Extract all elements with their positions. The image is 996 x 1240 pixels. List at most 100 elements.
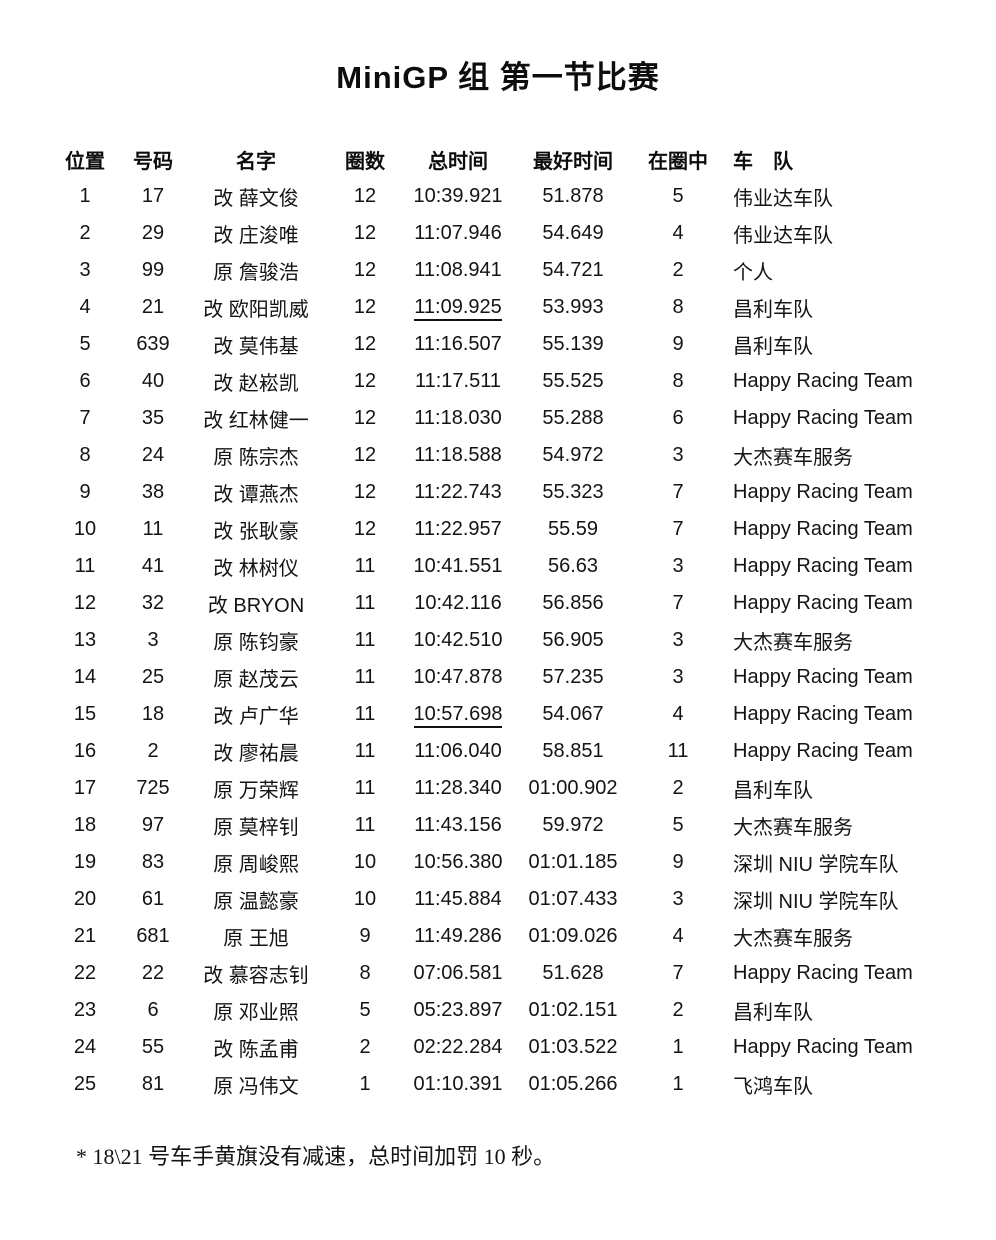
cell-rider: 改 廖祐晨 [213, 743, 299, 765]
cell-number: 40 [141, 370, 165, 392]
cell-best-time: 57.235 [542, 666, 604, 688]
table-row: 25 81 原 冯伟文 1 01:10.391 01:05.266 1 飞鸿车队 [50, 1066, 946, 1103]
cell-total-time: 11:45.884 [414, 888, 502, 910]
cell-position: 11 [74, 555, 96, 577]
cell-best-time: 55.525 [542, 370, 604, 392]
cell-position: 22 [73, 962, 97, 984]
penalized-total-time: 10:57.698 [413, 703, 503, 728]
cell-team: Happy Racing Team [733, 370, 913, 392]
cell-best-time: 56.905 [542, 629, 604, 651]
table-row: 21 681 原 王旭 9 11:49.286 01:09.026 4 大杰赛车服务 [50, 918, 946, 955]
cell-team: 大杰赛车服务 [733, 447, 853, 469]
cell-in-lap: 4 [672, 222, 684, 244]
cell-in-lap: 1 [672, 1036, 684, 1058]
cell-number: 25 [141, 666, 165, 688]
cell-team: Happy Racing Team [733, 555, 913, 577]
cell-total-time: 11:43.156 [414, 814, 502, 836]
cell-in-lap: 11 [667, 740, 689, 762]
cell-rider: 原 邓业照 [213, 1002, 299, 1024]
cell-in-lap: 4 [672, 703, 684, 725]
cell-laps: 11 [354, 629, 376, 651]
header-best-time: 最好时间 [533, 151, 613, 173]
cell-laps: 11 [354, 592, 376, 614]
table-row: 6 40 改 赵崧凯 12 11:17.511 55.525 8 Happy Racing T… [50, 363, 946, 400]
cell-number: 2 [147, 740, 159, 762]
cell-team: Happy Racing Team [733, 666, 913, 688]
cell-team: 大杰赛车服务 [733, 632, 853, 654]
cell-position: 21 [73, 925, 97, 947]
cell-rider: 改 赵崧凯 [213, 373, 299, 395]
cell-total-time: 11:28.340 [414, 777, 502, 799]
cell-number: 38 [141, 481, 165, 503]
cell-rider: 改 红林健一 [203, 410, 309, 432]
table-row: 9 38 改 谭燕杰 12 11:22.743 55.323 7 Happy Racing T… [50, 474, 946, 511]
cell-number: 22 [141, 962, 165, 984]
header-position: 位置 [65, 151, 105, 173]
cell-best-time: 54.649 [542, 222, 604, 244]
footnote: * 18\21 号车手黄旗没有减速，总时间加罚 10 秒。 [76, 1144, 556, 1169]
cell-number: 35 [141, 407, 165, 429]
header-number: 号码 [133, 151, 173, 173]
cell-best-time: 54.721 [542, 259, 604, 281]
cell-best-time: 53.993 [542, 296, 604, 318]
cell-team: Happy Racing Team [733, 407, 913, 429]
cell-in-lap: 3 [672, 444, 684, 466]
cell-rider: 原 赵茂云 [213, 669, 299, 691]
cell-best-time: 54.972 [542, 444, 604, 466]
cell-number: 11 [142, 518, 164, 540]
cell-position: 6 [79, 370, 91, 392]
cell-in-lap: 5 [672, 814, 684, 836]
cell-rider: 原 詹骏浩 [213, 262, 299, 284]
cell-total-time: 11:16.507 [414, 333, 502, 355]
cell-rider: 原 冯伟文 [213, 1076, 299, 1098]
cell-number: 6 [147, 999, 159, 1021]
cell-laps: 9 [359, 925, 371, 947]
table-row: 24 55 改 陈孟甫 2 02:22.284 01:03.522 1 Happy Racin… [50, 1029, 946, 1066]
cell-in-lap: 3 [672, 888, 684, 910]
cell-best-time: 01:01.185 [528, 851, 618, 873]
table-row: 15 18 改 卢广华 11 10:57.698 54.067 4 Happy Racing … [50, 696, 946, 733]
cell-in-lap: 8 [672, 296, 684, 318]
cell-rider: 改 薛文俊 [213, 188, 299, 210]
cell-laps: 5 [359, 999, 371, 1021]
results-table: 位置 号码 名字 圈数 总时间 最好时间 在圈中 车 队 1 17 改 薛文俊 12 1… [50, 141, 946, 1103]
table-row: 17 725 原 万荣辉 11 11:28.340 01:00.902 2 昌利车队 [50, 770, 946, 807]
cell-team: Happy Racing Team [733, 703, 913, 725]
header-laps: 圈数 [345, 151, 385, 173]
cell-in-lap: 4 [672, 925, 684, 947]
cell-team: 昌利车队 [733, 336, 813, 358]
cell-team: 昌利车队 [733, 1002, 813, 1024]
cell-position: 4 [79, 296, 91, 318]
cell-number: 21 [141, 296, 165, 318]
cell-total-time: 11:06.040 [414, 740, 502, 762]
cell-in-lap: 1 [672, 1073, 684, 1095]
cell-position: 25 [73, 1073, 97, 1095]
cell-rider: 原 万荣辉 [213, 780, 299, 802]
cell-total-time: 11:18.588 [414, 444, 502, 466]
cell-number: 99 [141, 259, 165, 281]
cell-number: 55 [141, 1036, 165, 1058]
results-body: 1 17 改 薛文俊 12 10:39.921 51.878 5 伟业达车队 2 29 改 庄浚唯 1… [50, 178, 946, 1103]
cell-total-time: 11:09.925 [404, 289, 512, 326]
cell-rider: 改 BRYON [207, 595, 305, 617]
cell-laps: 12 [353, 407, 377, 429]
cell-total-time: 11:22.743 [414, 481, 502, 503]
cell-in-lap: 9 [672, 851, 684, 873]
cell-position: 9 [79, 481, 91, 503]
cell-best-time: 56.856 [542, 592, 604, 614]
cell-in-lap: 2 [672, 777, 684, 799]
cell-laps: 11 [354, 740, 376, 762]
table-row: 16 2 改 廖祐晨 11 11:06.040 58.851 11 Happy Racing … [50, 733, 946, 770]
cell-number: 18 [141, 703, 165, 725]
cell-best-time: 01:07.433 [528, 888, 618, 910]
cell-in-lap: 9 [672, 333, 684, 355]
cell-team: 昌利车队 [733, 299, 813, 321]
table-row: 11 41 改 林树仪 11 10:41.551 56.63 3 Happy Racing T… [50, 548, 946, 585]
cell-rider: 原 陈钧豪 [213, 632, 299, 654]
table-row: 1 17 改 薛文俊 12 10:39.921 51.878 5 伟业达车队 [50, 178, 946, 215]
cell-team: 个人 [733, 262, 773, 284]
cell-rider: 原 王旭 [223, 928, 289, 950]
cell-team: Happy Racing Team [733, 481, 913, 503]
cell-team: Happy Racing Team [733, 740, 913, 762]
cell-total-time: 10:42.510 [413, 629, 503, 651]
